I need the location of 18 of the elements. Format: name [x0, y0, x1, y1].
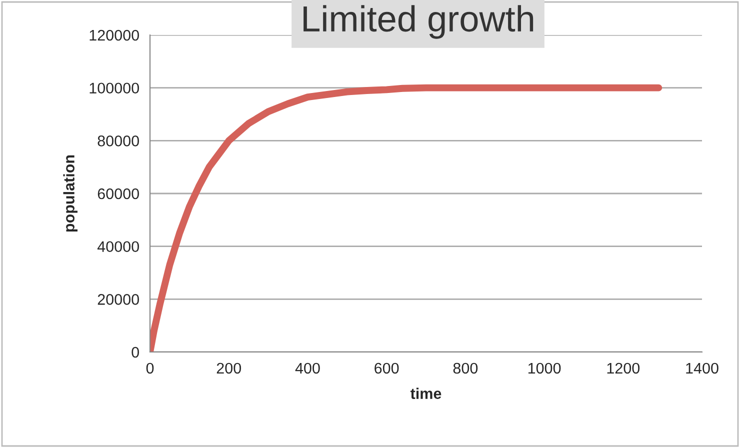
- x-axis-title: time: [410, 388, 442, 399]
- y-tick-label: 100000: [90, 82, 139, 94]
- x-tick-label: 1200: [607, 362, 640, 374]
- x-tick-label: 800: [453, 362, 478, 374]
- y-tick-label: 120000: [90, 30, 139, 41]
- y-tick-label: 40000: [97, 241, 139, 252]
- x-tick-label: 600: [374, 362, 399, 374]
- y-tick-label: 80000: [98, 136, 139, 146]
- x-tick-label: 1400: [686, 362, 718, 374]
- x-tick-label: 1000: [528, 362, 561, 374]
- x-tick-label: 0: [146, 362, 154, 374]
- y-tick-label: 20000: [98, 294, 139, 305]
- y-axis-title: population: [63, 155, 78, 232]
- chart-title: Limited growth: [304, 5, 534, 39]
- x-tick-label: 200: [216, 362, 242, 374]
- y-tick-label: 60000: [98, 188, 139, 200]
- y-tick-label: 0: [132, 346, 139, 358]
- x-tick-label: 400: [295, 362, 320, 374]
